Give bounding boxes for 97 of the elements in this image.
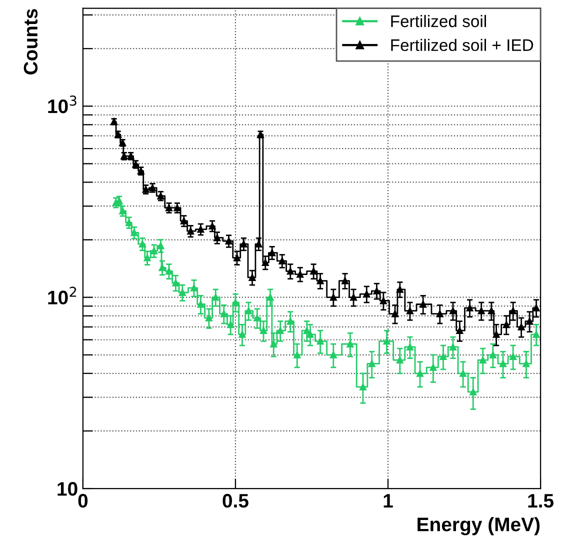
y-tick-label: 10$^{2}$ <box>48 286 76 304</box>
point <box>363 290 370 298</box>
point <box>278 257 286 264</box>
point <box>342 277 348 284</box>
point <box>178 289 186 296</box>
y-tick-label: 10$^{3}$ <box>48 95 76 114</box>
point <box>492 330 500 338</box>
point <box>392 310 398 318</box>
point <box>150 247 158 254</box>
point <box>466 304 474 312</box>
point <box>368 360 376 368</box>
point <box>470 388 477 396</box>
point <box>510 353 517 360</box>
point <box>383 338 390 345</box>
point <box>245 307 252 314</box>
point <box>227 321 234 328</box>
point <box>526 318 534 325</box>
point <box>396 286 404 293</box>
point <box>396 356 404 364</box>
point <box>262 259 269 266</box>
point <box>450 307 456 314</box>
legend-label: Fertilized soil <box>391 14 486 28</box>
y-axis-title: Counts <box>24 9 38 74</box>
point <box>205 314 212 322</box>
point <box>350 294 358 301</box>
point <box>232 299 239 306</box>
point <box>440 353 447 360</box>
point <box>157 242 164 250</box>
point <box>478 307 485 314</box>
point <box>532 304 540 312</box>
point <box>373 287 380 294</box>
point <box>510 307 517 314</box>
point <box>310 268 318 275</box>
point <box>479 356 486 364</box>
point <box>212 294 220 301</box>
point <box>316 277 324 284</box>
point <box>187 228 194 235</box>
x-tick-label: 1 <box>384 494 393 508</box>
point <box>130 229 138 236</box>
point <box>500 360 506 368</box>
point <box>254 314 261 322</box>
point <box>225 238 232 245</box>
point <box>286 268 294 275</box>
point <box>197 226 204 233</box>
point <box>165 268 172 275</box>
point <box>489 351 496 358</box>
y-tick-label: 10 <box>58 482 78 496</box>
point <box>406 307 414 314</box>
point <box>416 370 424 377</box>
point <box>522 360 530 368</box>
point <box>190 284 198 292</box>
point <box>406 344 414 350</box>
point <box>270 340 278 348</box>
point <box>234 254 240 262</box>
point <box>197 300 204 308</box>
point <box>420 300 427 308</box>
point <box>532 330 540 338</box>
legend-label: Fertilized soil + IED <box>391 38 534 52</box>
point <box>220 310 228 318</box>
point <box>346 340 354 348</box>
point <box>172 279 180 286</box>
point <box>436 310 444 318</box>
point <box>460 370 467 377</box>
point <box>158 264 166 272</box>
point <box>450 344 456 350</box>
point <box>502 321 510 328</box>
x-tick-label: 0 <box>78 494 88 508</box>
point <box>255 240 262 248</box>
point <box>296 270 304 278</box>
point <box>286 318 294 325</box>
point <box>214 234 221 242</box>
point <box>238 330 246 338</box>
point <box>138 240 146 248</box>
point <box>316 338 324 345</box>
point <box>208 222 216 230</box>
point <box>330 351 337 358</box>
point <box>257 130 264 138</box>
point <box>240 240 248 248</box>
x-axis-title: Energy (MeV) <box>418 517 540 536</box>
point <box>330 294 337 301</box>
point <box>488 307 495 314</box>
point <box>144 254 151 262</box>
point <box>456 327 464 334</box>
point <box>294 351 301 358</box>
point <box>360 383 366 390</box>
point <box>303 327 310 334</box>
point <box>518 323 525 330</box>
point <box>266 294 274 301</box>
point <box>276 327 284 334</box>
point <box>306 330 314 338</box>
point <box>380 297 387 304</box>
x-tick-label: 1.5 <box>528 494 554 508</box>
point <box>430 364 437 371</box>
x-tick-label: 0.5 <box>222 494 248 508</box>
point <box>268 249 276 256</box>
point <box>260 327 268 334</box>
point <box>248 274 256 281</box>
